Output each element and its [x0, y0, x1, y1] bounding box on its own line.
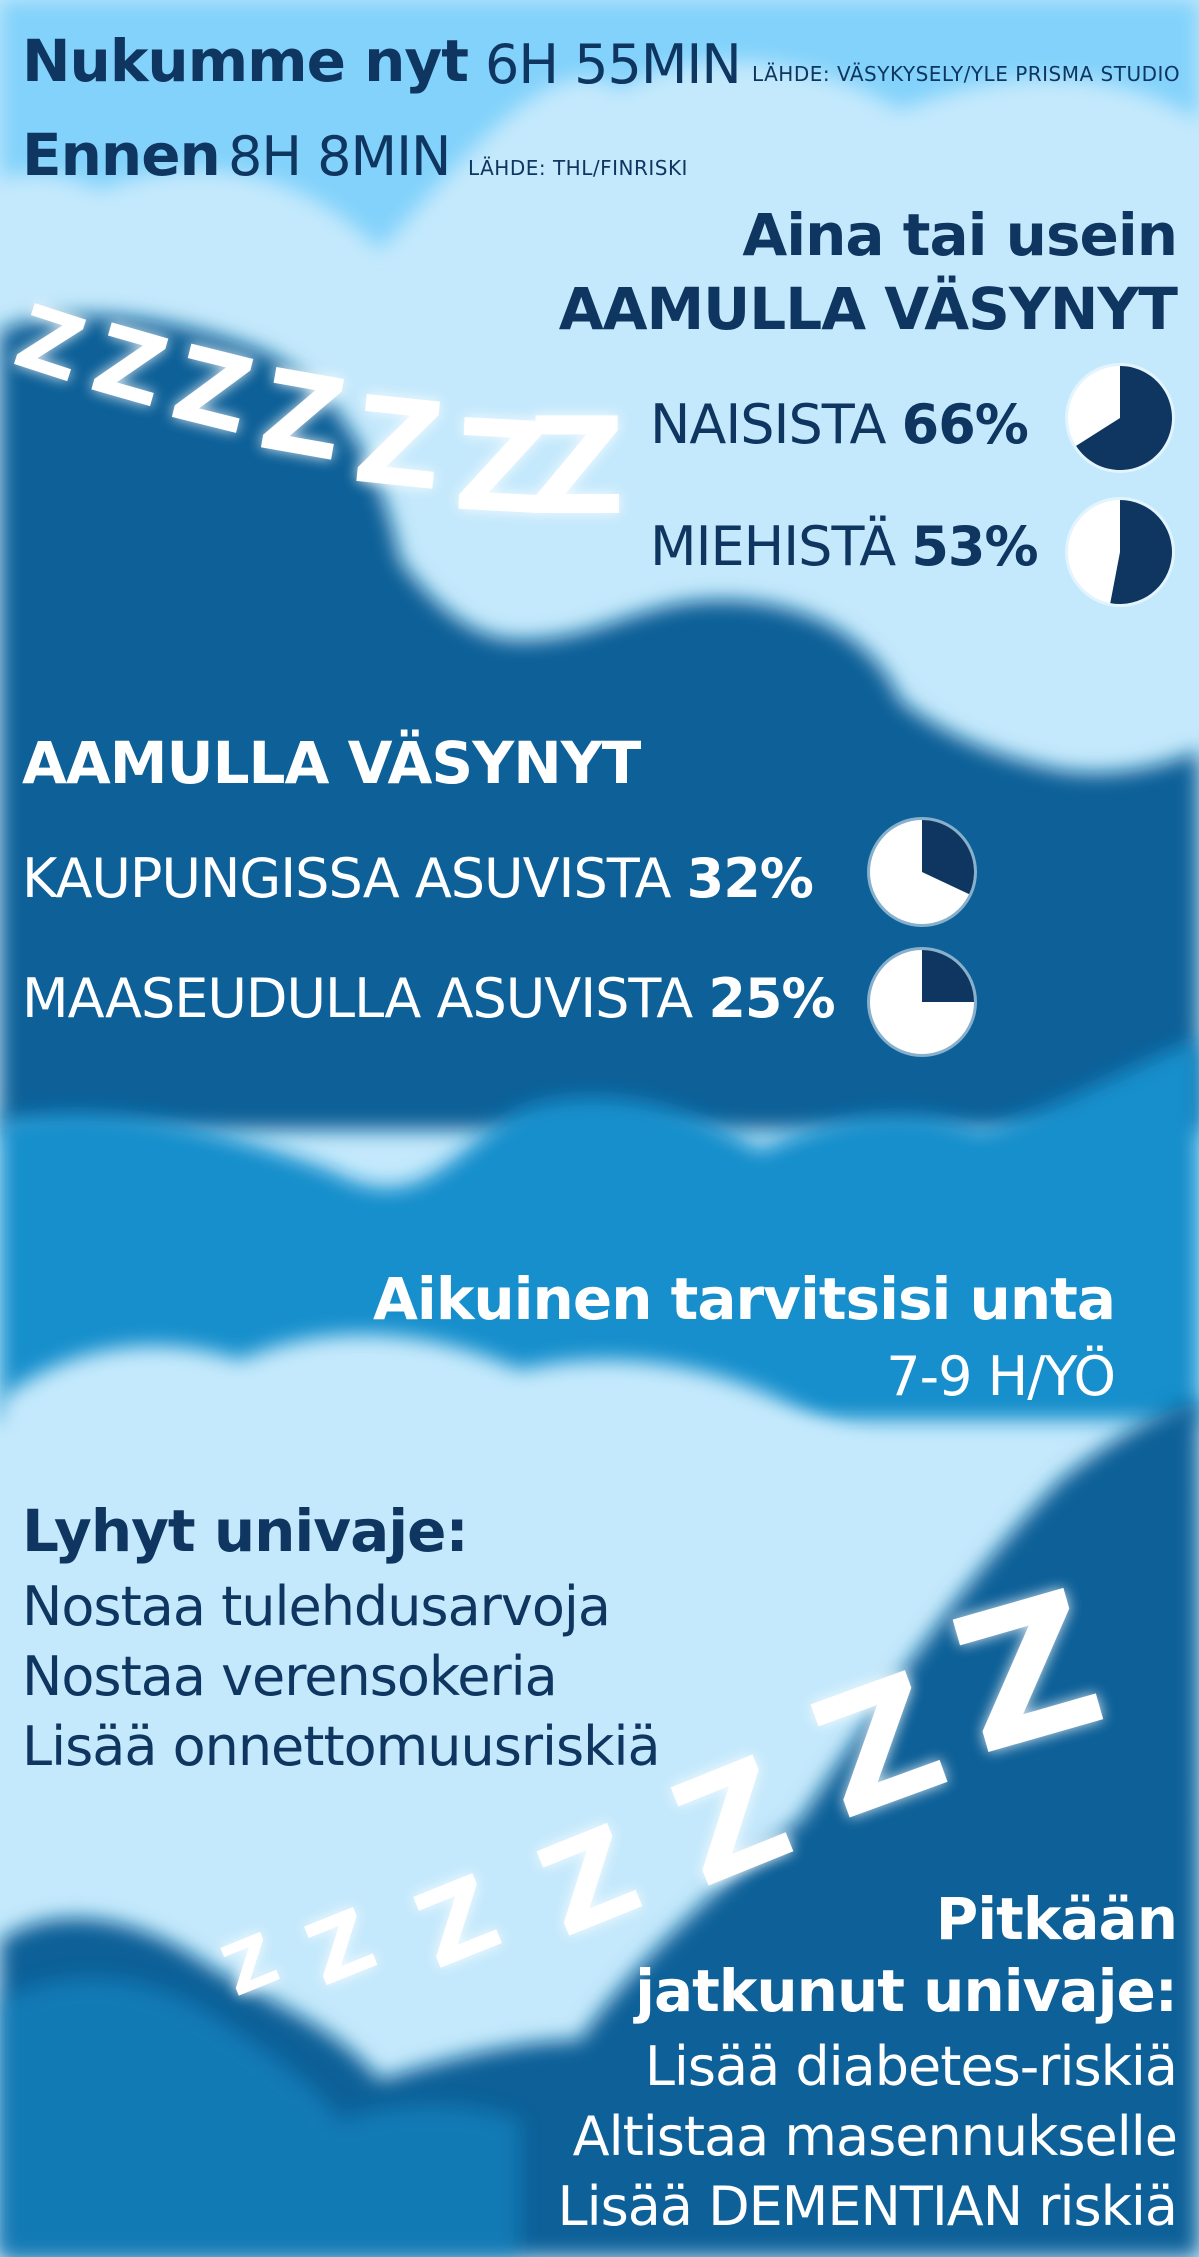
- gender-title-line2: AAMULLA VÄSYNYT: [558, 275, 1178, 343]
- rural-label: MAASEUDULLA ASUVISTA: [22, 967, 693, 1030]
- now-value: 6H 55MIN: [485, 33, 742, 96]
- men-label: MIEHISTÄ: [650, 515, 896, 578]
- city-label: KAUPUNGISSA ASUVISTA: [22, 847, 671, 910]
- short-item: Lisää onnettomuusriskiä: [22, 1715, 661, 1778]
- long-title-line2: jatkunut univaje:: [635, 1957, 1178, 2025]
- women-row: NAISISTA 66%: [650, 398, 1029, 452]
- short-title: Lyhyt univaje:: [22, 1497, 469, 1565]
- men-row: MIEHISTÄ 53%: [650, 520, 1039, 574]
- city-value: 32%: [686, 847, 814, 910]
- need-value: 7-9 H/YÖ: [886, 1345, 1116, 1408]
- pie-chart-women: [1065, 363, 1175, 473]
- before-source: LÄHDE: THL/FINRISKI: [468, 156, 688, 180]
- pie-chart-city: [867, 817, 977, 927]
- before-value: 8H 8MIN: [228, 125, 451, 188]
- now-source: LÄHDE: VÄSYKYSELY/YLE PRISMA STUDIO: [752, 62, 1181, 86]
- women-value: 66%: [901, 393, 1029, 456]
- rural-row: MAASEUDULLA ASUVISTA 25%: [22, 972, 836, 1026]
- pie-slice: [1076, 366, 1172, 470]
- city-row: KAUPUNGISSA ASUVISTA 32%: [22, 852, 814, 906]
- short-item: Nostaa tulehdusarvoja: [22, 1575, 611, 1638]
- women-label: NAISISTA: [650, 393, 886, 456]
- long-item: Altistaa masennukselle: [572, 2105, 1178, 2168]
- pie-slice: [1110, 500, 1172, 604]
- long-item: Lisää DEMENTIAN riskiä: [557, 2175, 1178, 2238]
- men-value: 53%: [911, 515, 1038, 578]
- z-letter: Z: [528, 389, 626, 545]
- now-label: Nukumme nyt: [22, 27, 469, 95]
- need-title: Aikuinen tarvitsisi unta: [373, 1265, 1116, 1333]
- location-title: AAMULLA VÄSYNYT: [22, 729, 641, 797]
- pie-chart-rural: [867, 947, 977, 1057]
- pie-slice: [922, 950, 974, 1002]
- pie-slice: [922, 820, 974, 895]
- long-title-line1: Pitkään: [935, 1885, 1178, 1953]
- before-label: Ennen: [22, 121, 221, 189]
- short-item: Nostaa verensokeria: [22, 1645, 558, 1708]
- rural-value: 25%: [708, 967, 835, 1030]
- long-item: Lisää diabetes-riskiä: [644, 2035, 1178, 2098]
- pie-chart-men: [1065, 497, 1175, 607]
- gender-title-line1: Aina tai usein: [742, 201, 1178, 269]
